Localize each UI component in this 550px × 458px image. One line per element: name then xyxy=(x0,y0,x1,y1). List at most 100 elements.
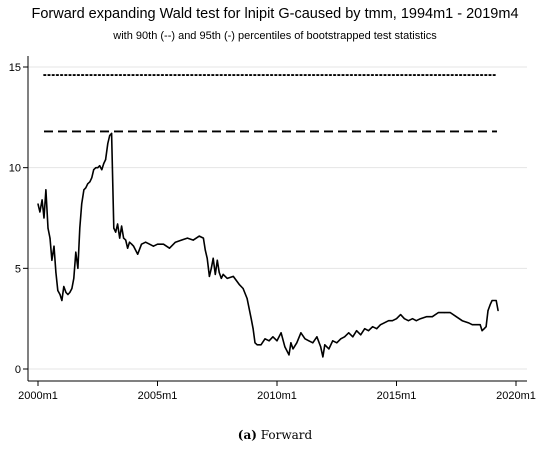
data-point xyxy=(264,338,266,340)
data-point xyxy=(87,183,89,185)
data-point xyxy=(63,285,65,288)
data-point xyxy=(202,237,204,239)
data-point xyxy=(280,332,282,334)
data-point xyxy=(268,340,270,342)
data-point xyxy=(292,348,294,350)
data-point xyxy=(75,251,77,253)
data-point xyxy=(186,237,188,239)
chart-title: Forward expanding Wald test for lnipit G… xyxy=(31,6,519,22)
data-point xyxy=(57,289,59,292)
data-point xyxy=(107,142,109,145)
data-point xyxy=(180,239,182,241)
data-point xyxy=(232,275,234,277)
data-point xyxy=(77,267,79,269)
gridlines xyxy=(28,66,527,370)
data-point xyxy=(425,316,427,318)
data-point xyxy=(489,303,491,306)
data-point xyxy=(449,312,451,314)
data-point xyxy=(467,322,469,324)
data-point xyxy=(198,235,200,237)
data-point xyxy=(45,189,47,191)
data-point xyxy=(47,227,49,229)
data-point xyxy=(125,239,127,241)
data-point xyxy=(119,237,121,239)
series-layer xyxy=(37,132,499,358)
data-point xyxy=(83,189,85,191)
data-point xyxy=(250,318,252,320)
data-point xyxy=(222,273,224,275)
x-tick-label: 2015m1 xyxy=(377,390,417,402)
data-point xyxy=(399,314,402,316)
data-point xyxy=(471,324,473,326)
data-point xyxy=(127,247,129,249)
data-point xyxy=(192,239,194,241)
data-point xyxy=(276,340,278,342)
data-point xyxy=(491,299,493,302)
data-point xyxy=(156,243,159,245)
x-tick-label: 2005m1 xyxy=(138,390,178,402)
data-point xyxy=(419,318,421,320)
data-point xyxy=(67,293,69,296)
data-point xyxy=(81,203,83,205)
data-point xyxy=(388,320,390,322)
data-point xyxy=(284,346,286,348)
data-point xyxy=(256,344,258,346)
data-point xyxy=(407,320,410,322)
data-point xyxy=(113,227,115,229)
data-point xyxy=(168,247,171,249)
data-point xyxy=(483,328,485,330)
data-point xyxy=(344,336,346,338)
data-point xyxy=(91,177,93,179)
data-point xyxy=(383,322,386,324)
data-point xyxy=(226,277,228,279)
data-point xyxy=(208,275,210,277)
data-point xyxy=(497,310,499,312)
data-point xyxy=(485,326,487,328)
data-point xyxy=(85,187,87,189)
y-tick-label: 0 xyxy=(15,364,21,376)
data-point xyxy=(252,328,254,330)
caption-text: Forward xyxy=(260,428,313,442)
x-tick-label: 2010m1 xyxy=(257,390,297,402)
data-point xyxy=(328,348,330,350)
data-point xyxy=(300,332,302,334)
data-point xyxy=(479,324,481,326)
data-point xyxy=(206,257,208,259)
data-point xyxy=(340,338,342,340)
data-point xyxy=(332,340,334,342)
data-point xyxy=(137,253,139,255)
data-point xyxy=(495,299,497,302)
data-point xyxy=(79,227,81,229)
data-point xyxy=(69,291,71,294)
data-point xyxy=(131,243,133,245)
data-point xyxy=(242,287,244,290)
data-point xyxy=(109,134,111,137)
data-point xyxy=(437,312,439,314)
data-point xyxy=(39,211,41,213)
data-point xyxy=(320,346,322,348)
data-point xyxy=(65,291,67,294)
data-point xyxy=(49,237,51,239)
data-point xyxy=(324,344,326,346)
caption-letter: (a) xyxy=(237,428,257,442)
data-point xyxy=(216,259,218,261)
data-point xyxy=(140,243,143,245)
data-point xyxy=(431,316,433,318)
data-point xyxy=(395,318,398,320)
data-point xyxy=(174,241,177,243)
y-tick-label: 10 xyxy=(9,163,21,175)
data-point xyxy=(220,277,222,279)
data-point xyxy=(214,273,216,275)
data-point xyxy=(210,267,212,269)
chart-subtitle: with 90th (--) and 95th (-) percentiles … xyxy=(113,30,437,42)
data-point xyxy=(162,243,165,245)
data-point xyxy=(336,342,338,344)
data-point xyxy=(61,299,63,302)
data-point xyxy=(376,328,378,330)
data-point xyxy=(455,316,457,318)
data-point xyxy=(367,330,370,332)
reference-lines xyxy=(43,74,498,133)
data-point xyxy=(316,336,318,338)
data-point xyxy=(322,356,324,358)
data-point xyxy=(212,257,214,259)
